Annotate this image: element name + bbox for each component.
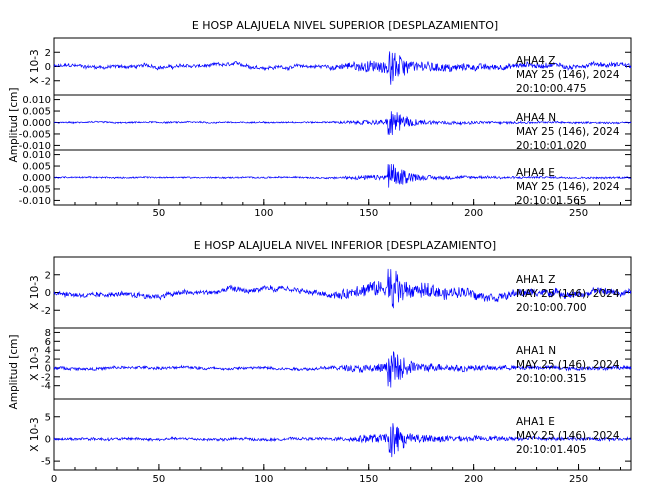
x-tick-label: 100 xyxy=(254,474,273,485)
x-tick-label: 100 xyxy=(254,208,273,219)
trace-station-label: AHA1 E xyxy=(516,416,555,428)
y-tick-label: -2 xyxy=(41,372,51,383)
y-tick-label: -0.005 xyxy=(19,129,51,140)
chart-bottom: E HOSP ALAJUELA NIVEL INFERIOR [DESPLAZA… xyxy=(8,239,632,485)
x-tick-label: 150 xyxy=(359,474,378,485)
y-tick-label: 0.010 xyxy=(22,150,51,161)
trace-station-label: AHA1 N xyxy=(516,345,556,357)
chart-bottom-ylabel: Amplitud [cm] xyxy=(8,335,20,410)
y-tick-label: 8 xyxy=(45,328,51,339)
scale-label: X 10-3 xyxy=(29,346,41,380)
chart-top-ylabel: Amplitud [cm] xyxy=(8,88,20,163)
trace-date-label: MAY 25 (146), 2024 xyxy=(516,430,620,442)
y-tick-label: -4 xyxy=(41,381,51,392)
x-tick-label: 200 xyxy=(464,208,483,219)
chart-top: E HOSP ALAJUELA NIVEL SUPERIOR [DESPLAZA… xyxy=(8,19,632,219)
x-tick-label: 200 xyxy=(464,474,483,485)
chart-bottom-frame xyxy=(53,256,632,471)
chart-top-title: E HOSP ALAJUELA NIVEL SUPERIOR [DESPLAZA… xyxy=(192,19,498,32)
waveform-trace xyxy=(53,268,632,309)
y-tick-label: 6 xyxy=(45,337,51,348)
y-tick-label: 0 xyxy=(45,288,51,299)
trace-station-label: AHA4 Z xyxy=(516,55,555,67)
trace-time-label: 20:10:00.315 xyxy=(516,373,587,385)
trace-time-label: 20:10:00.475 xyxy=(516,83,587,95)
trace-station-label: AHA1 Z xyxy=(516,274,555,286)
x-tick-label: 150 xyxy=(359,208,378,219)
trace-time-label: 20:10:01.565 xyxy=(516,195,587,207)
waveform-trace xyxy=(53,423,632,458)
trace-station-label: AHA4 E xyxy=(516,167,555,179)
chart-bottom-title: E HOSP ALAJUELA NIVEL INFERIOR [DESPLAZA… xyxy=(194,239,496,252)
trace-time-label: 20:10:01.020 xyxy=(516,140,587,152)
x-tick-label: 50 xyxy=(153,474,166,485)
y-tick-label: 2 xyxy=(45,48,51,59)
x-tick-label: 250 xyxy=(569,474,588,485)
y-tick-label: 0.010 xyxy=(22,95,51,106)
y-tick-label: 5 xyxy=(45,412,51,423)
y-tick-label: 0.000 xyxy=(22,118,51,129)
trace-date-label: MAY 25 (146), 2024 xyxy=(516,288,620,300)
y-tick-label: 0.005 xyxy=(22,107,51,118)
y-tick-label: 0.005 xyxy=(22,162,51,173)
waveform-trace xyxy=(53,51,632,85)
trace-time-label: 20:10:01.405 xyxy=(516,444,587,456)
y-tick-label: 4 xyxy=(45,346,51,357)
x-tick-label: 0 xyxy=(51,474,57,485)
x-tick-label: 250 xyxy=(569,208,588,219)
scale-label: X 10-3 xyxy=(29,417,41,451)
y-tick-label: 0.000 xyxy=(22,173,51,184)
trace-time-label: 20:10:00.700 xyxy=(516,302,587,314)
y-tick-label: -2 xyxy=(41,76,51,87)
x-tick-label: 50 xyxy=(153,208,166,219)
trace-date-label: MAY 25 (146), 2024 xyxy=(516,181,620,193)
chart-top-frame xyxy=(53,37,632,206)
y-tick-label: -5 xyxy=(41,457,51,468)
waveform-trace xyxy=(53,111,632,136)
y-tick-label: 2 xyxy=(45,355,51,366)
waveform-trace xyxy=(53,163,632,188)
y-tick-label: 0 xyxy=(45,363,51,374)
y-tick-label: -2 xyxy=(41,306,51,317)
y-tick-label: 0 xyxy=(45,434,51,445)
waveform-trace xyxy=(53,351,632,388)
y-tick-label: 2 xyxy=(45,270,51,281)
trace-date-label: MAY 25 (146), 2024 xyxy=(516,69,620,81)
trace-date-label: MAY 25 (146), 2024 xyxy=(516,126,620,138)
trace-station-label: AHA4 N xyxy=(516,112,556,124)
scale-label: X 10-3 xyxy=(29,49,41,83)
y-tick-label: -0.010 xyxy=(19,196,51,207)
y-tick-label: 0 xyxy=(45,62,51,73)
scale-label: X 10-3 xyxy=(29,275,41,309)
y-tick-label: -0.010 xyxy=(19,141,51,152)
y-tick-label: -0.005 xyxy=(19,184,51,195)
trace-date-label: MAY 25 (146), 2024 xyxy=(516,359,620,371)
